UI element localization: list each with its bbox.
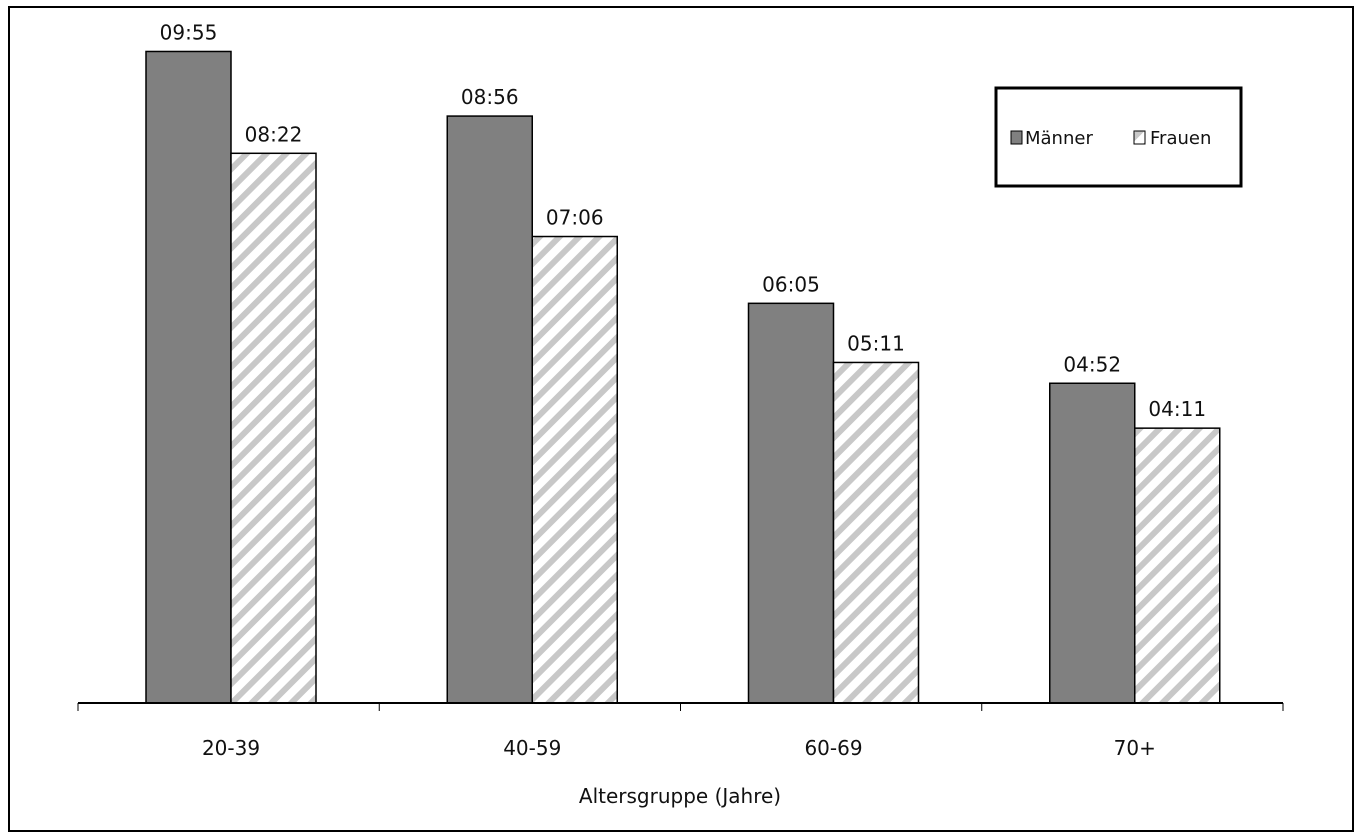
- bar-frauen-40-59: [531, 235, 618, 704]
- value-labels-layer: 09:55 08:22 08:56 07:06 06:05 05:11 04:52 04:11: [160, 20, 1206, 421]
- x-tick-label-20-39: 20-39: [202, 736, 260, 760]
- value-label-frauen-20-39: 08:22: [245, 122, 303, 146]
- bar-maenner-40-59: [446, 115, 533, 704]
- legend-label-frauen: Frauen: [1150, 128, 1211, 149]
- bar-frauen-60-69: [832, 361, 920, 704]
- value-label-maenner-40-59: 08:56: [461, 85, 519, 109]
- bar-maenner-60-69: [747, 302, 835, 704]
- value-label-frauen-60-69: 05:11: [847, 331, 905, 355]
- value-label-maenner-60-69: 06:05: [762, 272, 820, 296]
- bar-frauen-20-39: [230, 152, 317, 704]
- x-axis-ticks: 20-39 40-59 60-69 70+: [77, 703, 1284, 760]
- value-label-frauen-70+: 04:11: [1148, 397, 1206, 421]
- value-label-maenner-70+: 04:52: [1063, 352, 1121, 376]
- legend-box: [994, 86, 1243, 188]
- legend-label-maenner: Männer: [1025, 128, 1093, 149]
- bar-frauen-70+: [1134, 427, 1221, 704]
- legend-swatch-frauen: [1133, 130, 1146, 145]
- bar-maenner-70+: [1049, 382, 1136, 704]
- bars-layer: [145, 50, 1221, 704]
- x-tick-label-60-69: 60-69: [804, 736, 862, 760]
- x-axis-title: Altersgruppe (Jahre): [579, 784, 781, 808]
- x-tick-label-70+: 70+: [1114, 736, 1156, 760]
- value-label-frauen-40-59: 07:06: [546, 206, 604, 230]
- x-tick-label-40-59: 40-59: [503, 736, 561, 760]
- legend: Männer Frauen: [994, 86, 1243, 188]
- bar-maenner-20-39: [145, 50, 232, 704]
- value-label-maenner-20-39: 09:55: [160, 20, 218, 44]
- legend-swatch-maenner: [1010, 130, 1023, 145]
